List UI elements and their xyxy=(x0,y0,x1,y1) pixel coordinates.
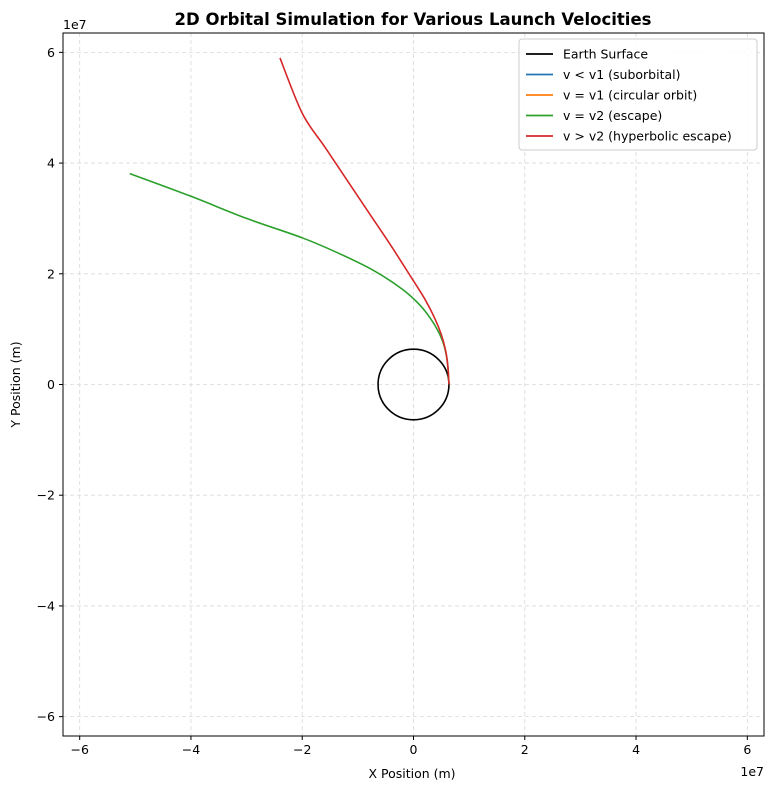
x-tick-label: −4 xyxy=(182,742,200,757)
x-offset-label: 1e7 xyxy=(740,764,764,779)
series-line-3 xyxy=(129,172,450,385)
chart-title: 2D Orbital Simulation for Various Launch… xyxy=(175,10,652,29)
series-line-4 xyxy=(279,57,450,385)
legend-label: v = v2 (escape) xyxy=(563,108,662,123)
y-tick-label: 0 xyxy=(47,377,55,392)
y-axis-label: Y Position (m) xyxy=(8,341,23,428)
x-tick-label: 6 xyxy=(743,742,751,757)
y-tick-label: −2 xyxy=(37,488,55,503)
legend-box xyxy=(518,38,758,151)
grid-layer xyxy=(63,33,764,736)
earth-surface-circle xyxy=(377,348,450,421)
x-tick-label: 2 xyxy=(521,742,529,757)
x-tick-label: −2 xyxy=(293,742,311,757)
y-tick-label: 4 xyxy=(47,156,55,171)
legend-label: v < v1 (suborbital) xyxy=(563,67,681,82)
legend-label: Earth Surface xyxy=(563,47,648,62)
x-tick-label: 0 xyxy=(410,742,418,757)
y-tick-label: −6 xyxy=(37,709,55,724)
data-layer xyxy=(129,57,450,421)
x-tick-label: −6 xyxy=(70,742,88,757)
y-tick-label: 2 xyxy=(47,266,55,281)
y-offset-label: 1e7 xyxy=(63,17,87,32)
y-tick-label: −4 xyxy=(37,598,55,613)
legend: Earth Surface v < v1 (suborbital) v = v1 (… xyxy=(518,38,758,151)
x-axis-label: X Position (m) xyxy=(368,766,455,781)
legend-label: v > v2 (hyperbolic escape) xyxy=(563,129,732,144)
y-tick-label: 6 xyxy=(47,45,55,60)
legend-label: v = v1 (circular orbit) xyxy=(563,88,697,103)
legend-items: Earth Surface v < v1 (suborbital) v = v1 (… xyxy=(526,47,732,144)
x-tick-label: 4 xyxy=(632,742,640,757)
tick-layer: −6 −4 −2 0 2 4 6 −6 −4 −2 0 2 4 6 xyxy=(37,45,752,757)
